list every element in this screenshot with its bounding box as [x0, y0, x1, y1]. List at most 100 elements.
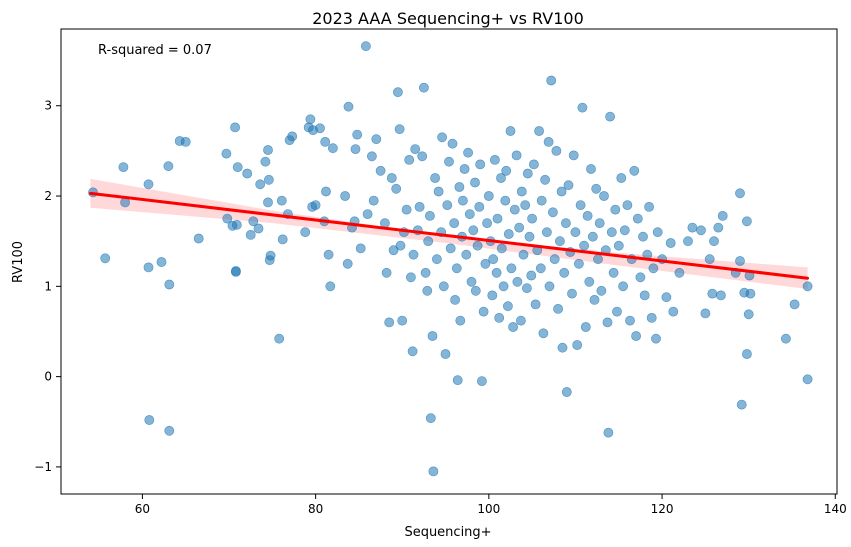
data-point	[572, 340, 583, 350]
data-point	[418, 82, 429, 93]
data-point	[222, 213, 233, 224]
data-point	[325, 281, 336, 292]
data-point	[584, 276, 595, 287]
data-point	[263, 197, 273, 208]
data-point	[470, 177, 480, 188]
data-point	[612, 306, 622, 317]
r-squared-annotation: R-squared = 0.07	[98, 43, 212, 58]
data-point	[405, 272, 416, 283]
data-point	[463, 147, 473, 158]
data-point	[498, 281, 509, 292]
data-point	[438, 281, 449, 292]
data-point	[287, 131, 298, 142]
data-point	[248, 216, 259, 227]
data-point	[713, 222, 724, 233]
data-point	[444, 156, 454, 167]
data-point	[625, 315, 635, 326]
data-point	[395, 240, 406, 251]
data-point	[709, 236, 719, 247]
data-point	[475, 159, 486, 170]
data-point	[442, 200, 453, 210]
data-point	[648, 263, 659, 274]
data-point	[745, 288, 756, 299]
x-tick-label: 100	[477, 502, 500, 516]
data-point	[651, 333, 661, 344]
data-point	[579, 240, 589, 251]
data-point	[587, 231, 598, 242]
data-point	[375, 165, 386, 176]
data-point	[315, 123, 325, 134]
data-point	[397, 315, 408, 326]
data-point	[100, 253, 111, 264]
x-tick-label: 140	[824, 502, 847, 516]
data-point	[143, 179, 154, 190]
regression-line-layer	[88, 191, 810, 280]
data-point	[518, 249, 529, 260]
data-point	[661, 292, 672, 303]
data-point	[593, 254, 603, 265]
data-point	[516, 186, 527, 197]
data-point	[716, 290, 726, 301]
data-point	[500, 195, 511, 206]
data-point	[420, 267, 431, 278]
data-point	[505, 126, 516, 136]
data-point	[674, 267, 685, 278]
data-point	[535, 263, 546, 274]
chart-title: 2023 AAA Sequencing+ vs RV100	[312, 9, 584, 28]
data-point	[445, 243, 456, 254]
data-point	[546, 75, 557, 86]
data-point	[394, 124, 405, 135]
data-point	[391, 183, 402, 194]
data-point	[143, 262, 154, 273]
data-point	[384, 317, 395, 328]
data-point	[544, 281, 555, 292]
data-point	[118, 162, 129, 172]
data-point	[381, 267, 392, 278]
data-point	[276, 195, 287, 206]
data-point	[433, 186, 444, 197]
data-point	[789, 299, 800, 310]
data-point	[668, 306, 679, 317]
data-point	[536, 195, 547, 206]
data-point	[230, 266, 241, 277]
data-point	[619, 225, 630, 236]
data-point	[355, 243, 366, 254]
data-point	[470, 285, 481, 296]
data-point	[631, 331, 641, 341]
data-point	[232, 162, 243, 172]
data-point	[639, 290, 650, 301]
x-tick-label: 120	[651, 502, 674, 516]
data-point	[350, 144, 361, 154]
x-tick-label: 60	[135, 502, 150, 516]
data-point	[253, 223, 264, 234]
data-point	[526, 270, 537, 281]
data-point	[492, 213, 503, 224]
data-point	[163, 161, 174, 172]
data-point	[511, 150, 522, 161]
data-point	[366, 151, 377, 162]
y-tick-label: −1	[34, 460, 52, 474]
data-point	[156, 257, 167, 267]
data-point	[551, 145, 562, 156]
data-point	[466, 276, 477, 287]
data-point	[255, 179, 266, 190]
data-point	[230, 122, 240, 133]
data-point	[352, 129, 363, 140]
data-point	[736, 399, 747, 410]
data-point	[735, 256, 745, 266]
data-point	[700, 308, 711, 319]
data-point	[323, 249, 334, 260]
data-point	[457, 195, 468, 206]
data-point	[274, 333, 285, 344]
data-point	[476, 376, 487, 386]
data-point	[414, 201, 425, 212]
data-point	[491, 267, 502, 278]
data-point	[360, 41, 371, 52]
data-point	[561, 218, 571, 228]
data-point	[577, 102, 588, 113]
data-point	[321, 186, 331, 197]
data-point	[401, 204, 412, 215]
data-point	[327, 143, 338, 154]
data-point	[501, 165, 512, 176]
data-point	[386, 173, 397, 183]
